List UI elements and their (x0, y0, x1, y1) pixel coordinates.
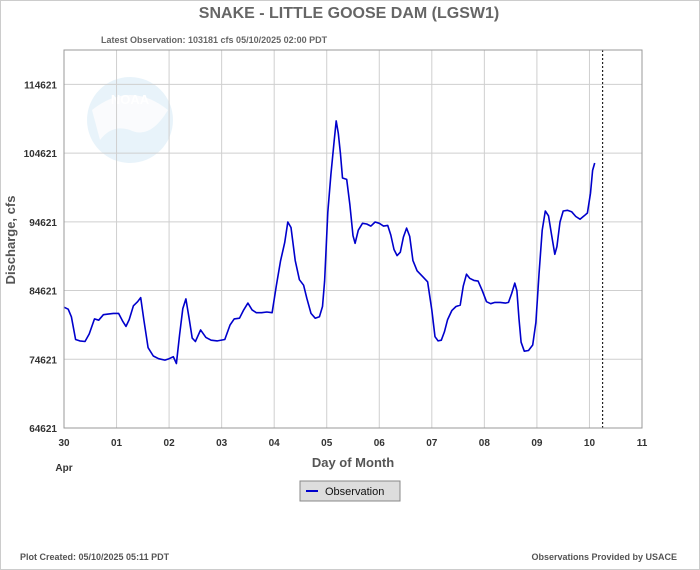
legend-box (299, 480, 401, 502)
x-month-label: Apr (55, 463, 72, 474)
y-tick-label: 84621 (29, 287, 57, 298)
legend-label-observation: Observation (325, 486, 384, 498)
x-axis-title: Day of Month (312, 455, 394, 470)
x-tick-label: 02 (164, 438, 176, 449)
x-tick-label: 06 (374, 438, 386, 449)
y-tick-label: 64621 (29, 424, 57, 435)
x-tick-label: 08 (479, 438, 491, 449)
y-tick-label: 104621 (24, 149, 58, 160)
series-layer (63, 120, 596, 365)
y-tick-labels: 64621 74621 84621 94621 104621 114621 (24, 80, 58, 435)
x-tick-label: 30 (58, 438, 70, 449)
y-tick-label: 94621 (29, 218, 57, 229)
x-tick-labels: 30 01 02 03 04 05 06 07 08 09 10 11 (58, 438, 647, 449)
x-tick-label: 04 (269, 438, 281, 449)
x-tick-label: 03 (216, 438, 228, 449)
y-axis-title: Discharge, cfs (3, 196, 18, 285)
noaa-logo: NOAA (87, 77, 173, 163)
y-tick-label: 74621 (29, 355, 57, 366)
x-tick-label: 05 (321, 438, 333, 449)
series-line-observation (63, 120, 596, 365)
noaa-logo-text: NOAA (111, 92, 150, 107)
data-source-text: Observations Provided by USACE (531, 552, 677, 562)
x-tick-label: 09 (531, 438, 543, 449)
legend: Observation (299, 480, 401, 502)
x-tick-label: 10 (584, 438, 596, 449)
y-tick-label: 114621 (24, 80, 57, 91)
x-tick-label: 07 (426, 438, 438, 449)
x-tick-label: 11 (637, 438, 648, 449)
x-tick-label: 01 (111, 438, 123, 449)
latest-observation: Latest Observation: 103181 cfs 05/10/202… (101, 35, 328, 45)
plot-created-text: Plot Created: 05/10/2025 05:11 PDT (20, 552, 170, 562)
noaa-logo-bird (92, 95, 168, 140)
plot-frame (63, 49, 643, 429)
chart-title: SNAKE - LITTLE GOOSE DAM (LGSW1) (199, 5, 499, 22)
